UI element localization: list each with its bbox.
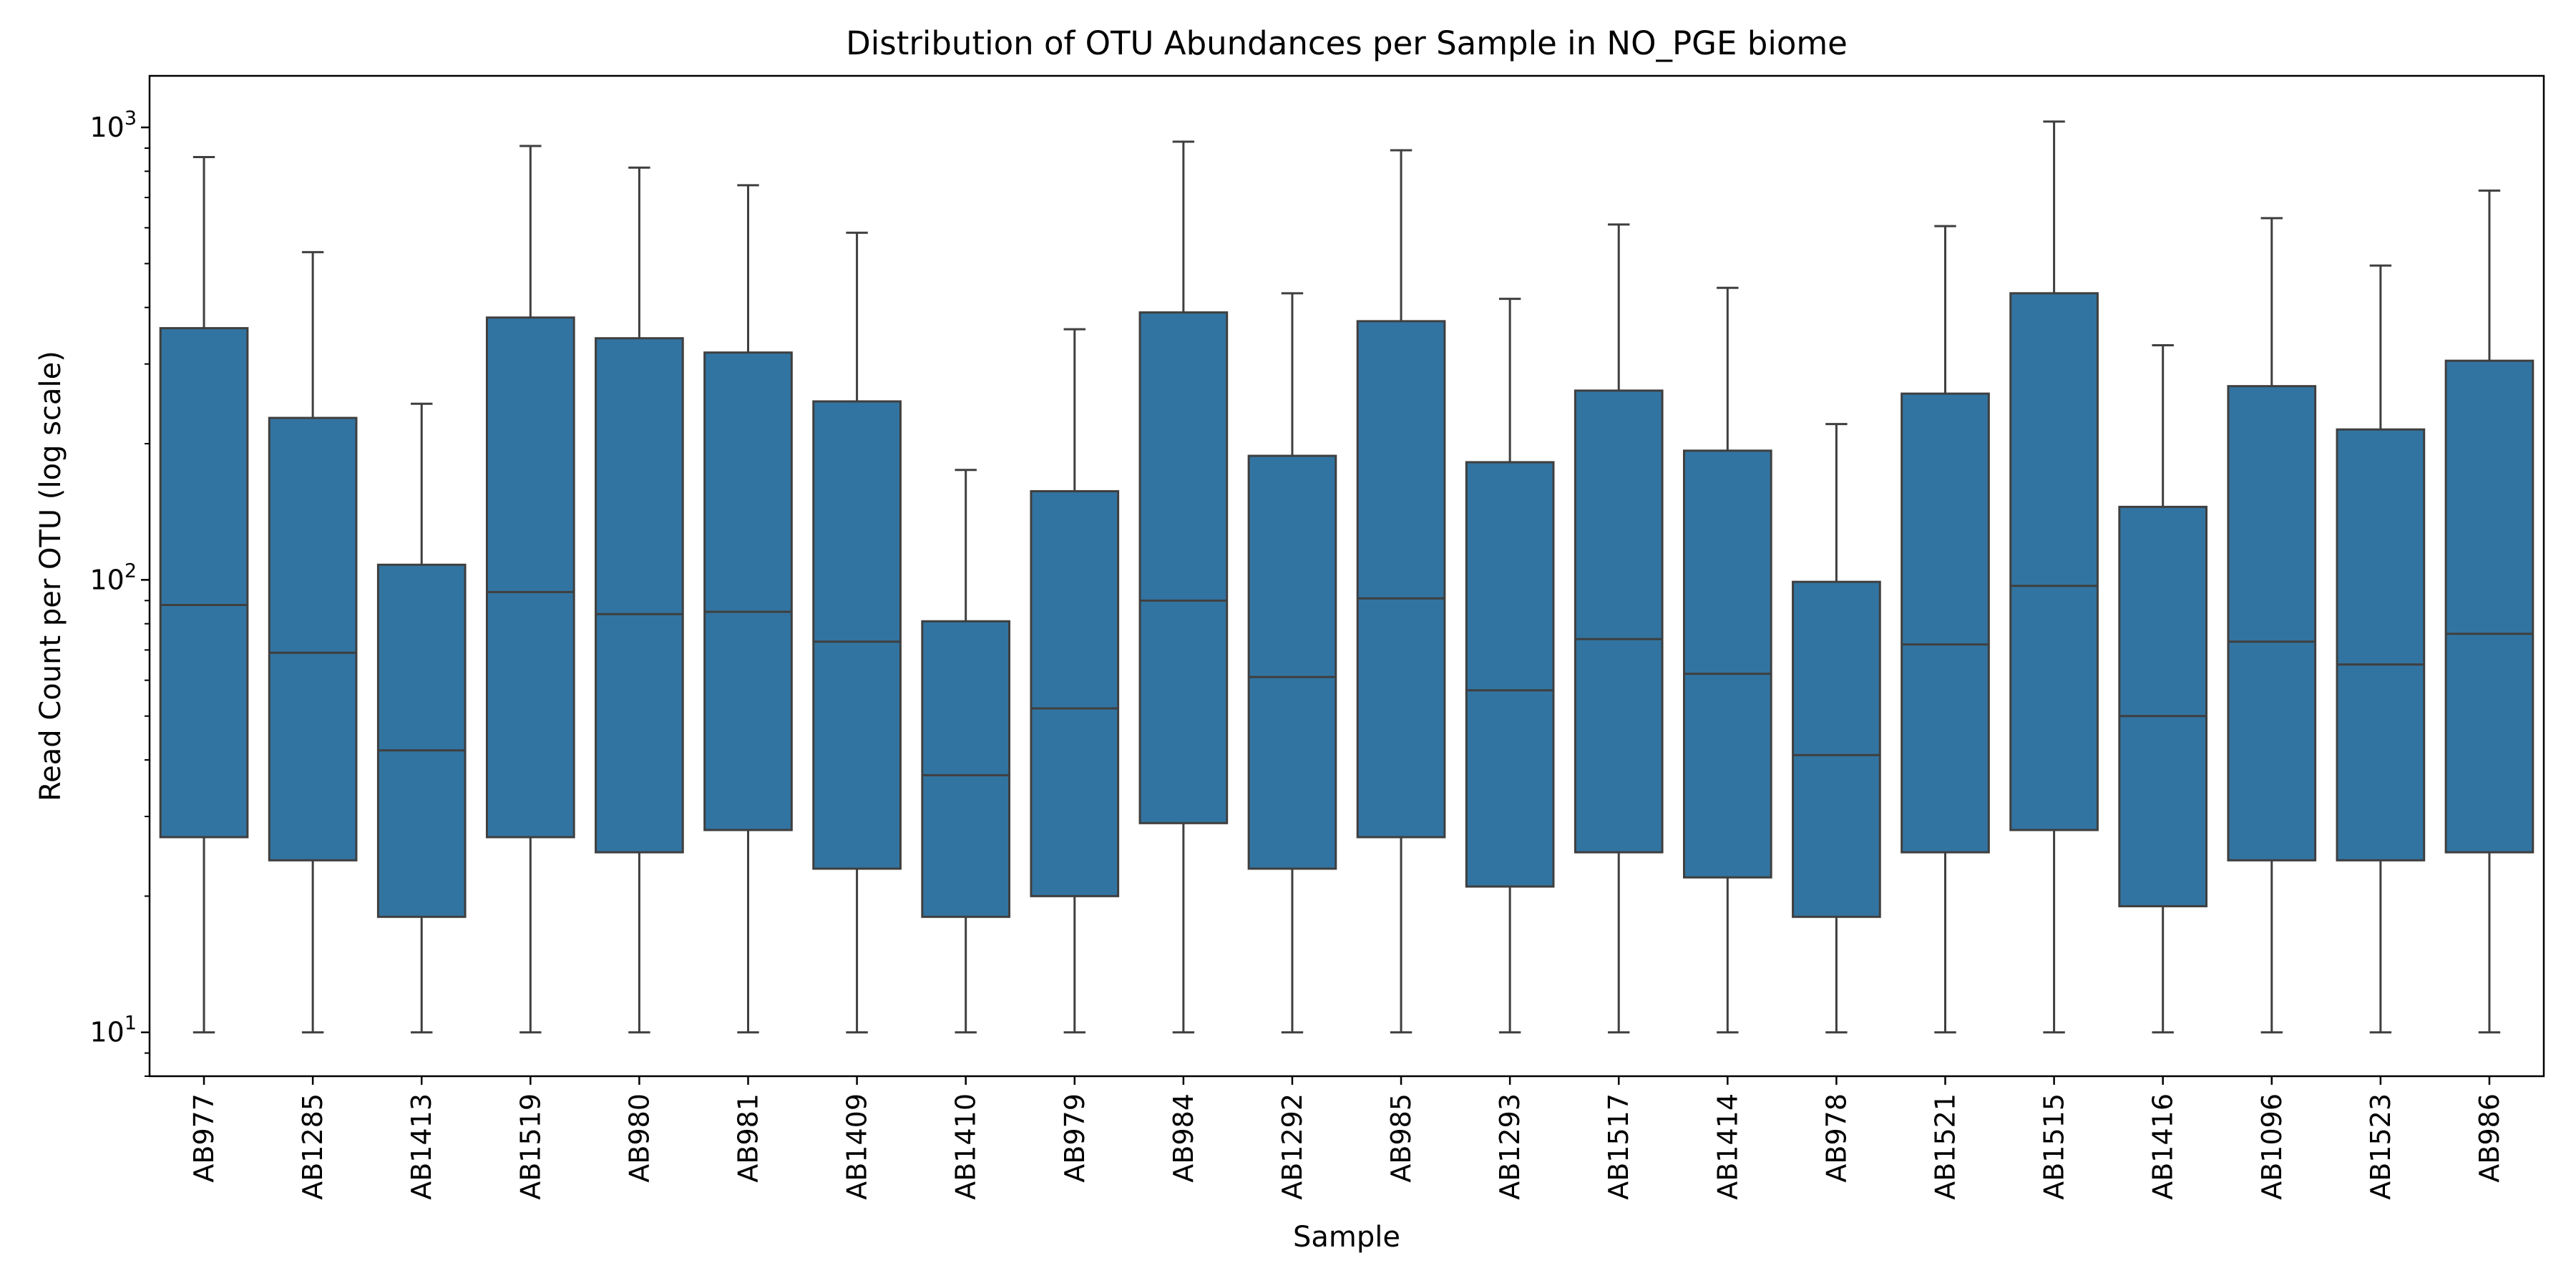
box-AB1515 xyxy=(2009,120,2099,1034)
box-AB977 xyxy=(159,155,249,1034)
box-AB1413 xyxy=(376,402,467,1034)
x-tick-label: AB1292 xyxy=(1277,1093,1308,1200)
iqr-box xyxy=(2009,292,2099,831)
box-AB980 xyxy=(595,166,684,1034)
x-tick-label: AB979 xyxy=(1059,1093,1091,1183)
box-AB1523 xyxy=(2336,264,2426,1034)
y-tick-label: 101 xyxy=(89,1013,137,1048)
chart-title: Distribution of OTU Abundances per Sampl… xyxy=(846,24,1848,62)
box-AB979 xyxy=(1030,328,1120,1034)
x-tick-label: AB1519 xyxy=(514,1093,546,1200)
y-axis-ticks: 101 102 103 xyxy=(89,107,150,1077)
boxes-group xyxy=(159,120,2534,1034)
x-tick-label: AB980 xyxy=(623,1093,655,1183)
x-tick-label: AB977 xyxy=(188,1093,220,1183)
iqr-box xyxy=(1901,392,1990,854)
x-tick-label: AB981 xyxy=(733,1093,764,1183)
x-tick-label: AB1515 xyxy=(2039,1093,2070,1200)
iqr-box xyxy=(2227,385,2317,862)
x-tick-label: AB984 xyxy=(1168,1093,1199,1183)
iqr-box xyxy=(703,351,793,831)
box-AB1409 xyxy=(812,231,902,1034)
x-tick-label: AB1293 xyxy=(1494,1093,1526,1200)
iqr-box xyxy=(1356,320,1446,839)
iqr-box xyxy=(1465,461,1555,888)
x-tick-label: AB1517 xyxy=(1603,1093,1634,1200)
y-axis-label: Read Count per OTU (log scale) xyxy=(34,351,67,801)
box-AB981 xyxy=(703,184,793,1034)
iqr-box xyxy=(921,620,1011,918)
x-tick-label: AB1410 xyxy=(950,1093,982,1200)
iqr-box xyxy=(1138,311,1229,824)
box-AB1410 xyxy=(921,469,1011,1034)
x-tick-label: AB1409 xyxy=(841,1093,873,1200)
iqr-box xyxy=(1030,490,1120,897)
iqr-box xyxy=(1682,449,1772,879)
box-AB978 xyxy=(1792,423,1881,1034)
x-axis-ticks: AB977 AB1285 AB1413 AB1519 AB980 AB981 AB1409 A… xyxy=(188,1076,2505,1200)
x-tick-label: AB986 xyxy=(2474,1093,2505,1183)
x-tick-label: AB1414 xyxy=(1712,1093,1743,1200)
box-AB1096 xyxy=(2227,217,2317,1034)
iqr-box xyxy=(2336,428,2426,862)
iqr-box xyxy=(1247,454,1337,870)
x-tick-label: AB1096 xyxy=(2256,1093,2288,1200)
y-tick-label: 103 xyxy=(89,107,137,143)
box-AB1517 xyxy=(1574,223,1664,1034)
x-tick-label: AB985 xyxy=(1385,1093,1417,1183)
x-tick-label: AB1413 xyxy=(406,1093,437,1200)
iqr-box xyxy=(159,327,249,839)
y-tick-label: 102 xyxy=(89,560,137,595)
box-AB985 xyxy=(1356,149,1446,1034)
box-AB984 xyxy=(1138,140,1229,1034)
box-AB1519 xyxy=(485,145,575,1034)
box-AB986 xyxy=(2444,189,2534,1034)
box-AB1414 xyxy=(1682,286,1772,1034)
iqr-box xyxy=(2444,359,2534,854)
box-AB1292 xyxy=(1247,292,1337,1034)
iqr-box xyxy=(485,316,575,839)
x-tick-label: AB1416 xyxy=(2147,1093,2179,1200)
x-tick-label: AB1523 xyxy=(2365,1093,2396,1200)
x-tick-label: AB1521 xyxy=(1930,1093,1961,1200)
iqr-box xyxy=(268,416,358,862)
iqr-box xyxy=(1574,389,1664,854)
iqr-box xyxy=(2118,505,2208,907)
iqr-box xyxy=(376,563,467,918)
box-AB1521 xyxy=(1901,225,1990,1034)
iqr-box xyxy=(595,337,684,854)
x-tick-label: AB1285 xyxy=(297,1093,328,1200)
box-AB1416 xyxy=(2118,344,2208,1034)
box-AB1293 xyxy=(1465,298,1555,1034)
box-AB1285 xyxy=(268,250,358,1034)
x-tick-label: AB978 xyxy=(1820,1093,1852,1183)
iqr-box xyxy=(1792,580,1881,918)
x-axis-label: Sample xyxy=(1293,1221,1400,1254)
iqr-box xyxy=(812,400,902,870)
plot-frame xyxy=(148,74,2545,1078)
